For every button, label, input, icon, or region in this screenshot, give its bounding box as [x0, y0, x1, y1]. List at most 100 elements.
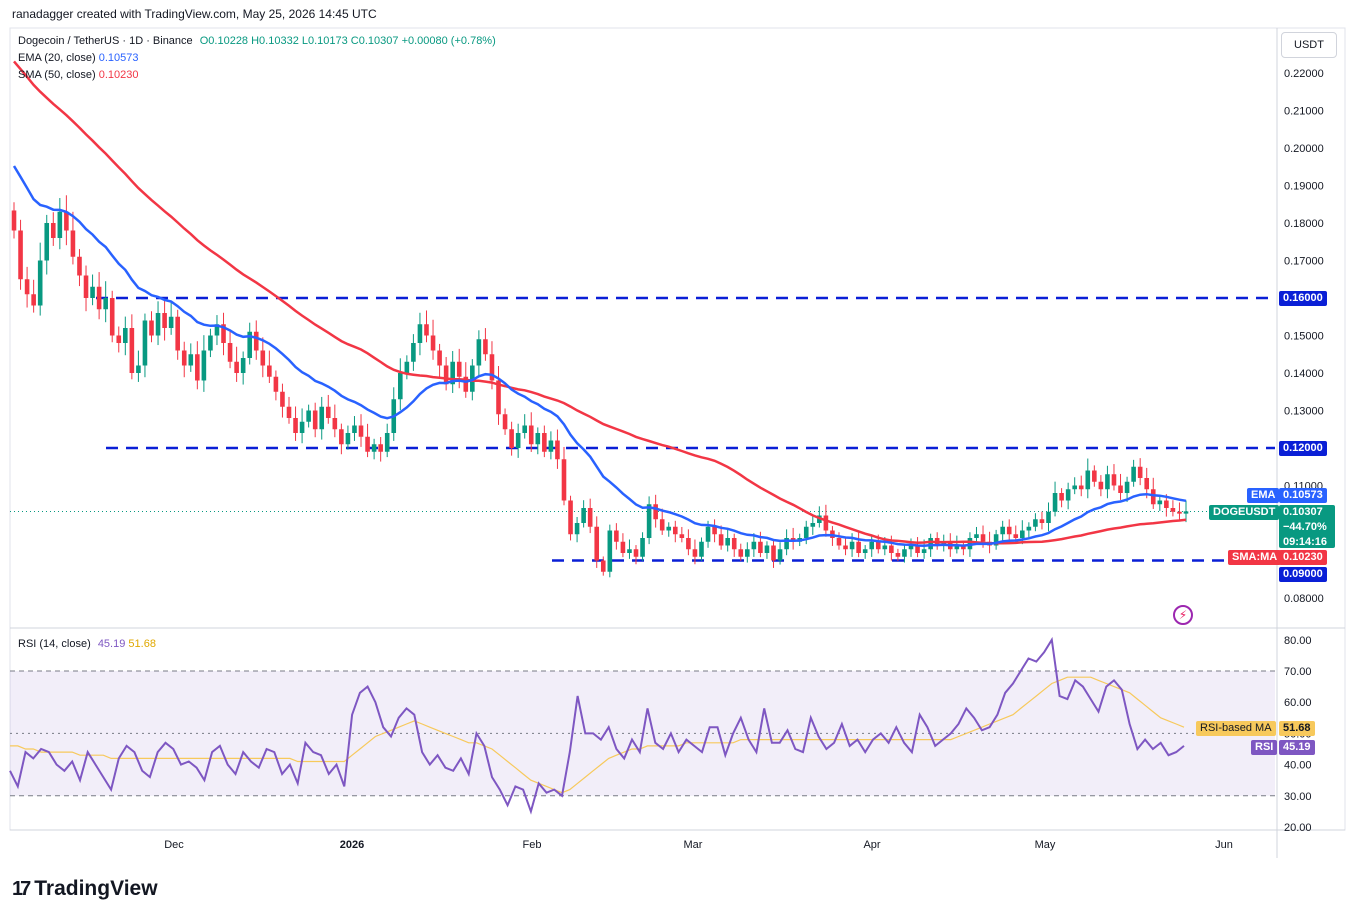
- candle-body: [208, 335, 213, 351]
- candle-body: [627, 549, 632, 553]
- candle-body: [234, 361, 239, 373]
- ema-tag-name: EMA: [1251, 489, 1276, 501]
- rsi-tick-label: 30.00: [1284, 791, 1312, 803]
- price-tick-label: 0.17000: [1284, 256, 1324, 268]
- candle-body: [810, 523, 816, 527]
- candle-body: [980, 534, 986, 542]
- candle-body: [1052, 493, 1058, 512]
- candle-body: [731, 538, 737, 550]
- sma-legend[interactable]: SMA (50, close) 0.10230: [18, 69, 138, 81]
- rsi-value: 45.19: [1279, 740, 1315, 755]
- candle-body: [450, 361, 455, 385]
- candle-body: [443, 365, 449, 385]
- candle-body: [162, 313, 167, 328]
- candle-body: [142, 320, 148, 366]
- candle-body: [666, 526, 672, 531]
- ema-line: [12, 165, 1187, 548]
- candle-body: [1111, 474, 1117, 486]
- tradingview-logo[interactable]: 17 TradingView: [12, 877, 158, 901]
- candle-body: [44, 223, 50, 261]
- alert-bolt-icon[interactable]: ⚡: [1173, 605, 1193, 625]
- symbol-legend[interactable]: Dogecoin / TetherUS · 1D · Binance O0.10…: [18, 35, 496, 47]
- candle-body: [528, 425, 534, 445]
- candle-body: [967, 538, 973, 550]
- candle-body: [1046, 511, 1051, 523]
- price-tick-label: 0.08000: [1284, 593, 1324, 605]
- tradingview-logo-text: TradingView: [34, 877, 158, 900]
- candle-body: [221, 324, 226, 343]
- candle-body: [136, 365, 141, 373]
- time-tick-label: Mar: [684, 839, 703, 851]
- candle-body: [293, 418, 298, 433]
- candle-body: [77, 256, 82, 276]
- ema-price-value: 0.10573: [1279, 488, 1327, 503]
- candle-body: [993, 534, 999, 546]
- candle-body: [587, 508, 593, 527]
- candle-body: [64, 211, 69, 231]
- sma-price-tag: SMA:MA: [1228, 550, 1282, 565]
- candle-body: [581, 508, 586, 523]
- candle-body: [758, 541, 763, 553]
- level-tag-016: 0.16000: [1279, 291, 1327, 306]
- candle-body: [240, 358, 246, 373]
- candle-body: [646, 504, 652, 538]
- candle-body: [921, 549, 927, 553]
- candle-body: [267, 365, 272, 377]
- candle-body: [116, 335, 122, 343]
- candle-body: [777, 549, 783, 561]
- candle-body: [764, 545, 770, 553]
- candle-body: [1124, 481, 1130, 493]
- candle-body: [430, 335, 436, 351]
- rsi-legend[interactable]: RSI (14, close) 45.19 51.68: [18, 638, 156, 650]
- candle-body: [253, 331, 259, 351]
- sma-legend-label: SMA (50, close): [18, 69, 96, 81]
- rsi-line: [9, 636, 1185, 815]
- symbol-price-tag: DOGEUSDT: [1209, 505, 1280, 520]
- candle-body: [424, 324, 429, 336]
- candle-body: [961, 545, 966, 550]
- candle-body: [954, 545, 960, 550]
- candle-body: [915, 545, 920, 553]
- candle-body: [738, 549, 744, 557]
- ema-legend[interactable]: EMA (20, close) 0.10573: [18, 52, 138, 64]
- candle-body: [1150, 489, 1156, 505]
- price-change-pct: −44.70%: [1283, 521, 1327, 533]
- sma-price-value: 0.10230: [1279, 550, 1327, 565]
- candle-body: [24, 279, 30, 295]
- candle-body: [83, 275, 89, 298]
- bar-countdown: 09:14:16: [1283, 536, 1328, 548]
- candle-body: [843, 545, 848, 550]
- candle-body: [803, 526, 809, 538]
- level-tag-009: 0.09000: [1279, 567, 1327, 582]
- candle-body: [509, 429, 514, 448]
- candle-body: [18, 230, 23, 280]
- candle-body: [149, 320, 154, 336]
- candle-body: [1137, 466, 1143, 478]
- candle-body: [1039, 519, 1045, 523]
- candle-body: [404, 361, 410, 373]
- candle-body: [437, 350, 442, 366]
- price-tick-label: 0.20000: [1284, 143, 1324, 155]
- candle-body: [1085, 470, 1091, 490]
- currency-selector[interactable]: USDT: [1281, 32, 1337, 58]
- candle-body: [771, 545, 776, 561]
- candle-body: [659, 519, 665, 531]
- candle-body: [869, 541, 875, 550]
- ema-legend-label: EMA (20, close): [18, 52, 96, 64]
- candle-body: [928, 538, 933, 550]
- candle-body: [692, 549, 698, 557]
- candle-body: [561, 459, 567, 501]
- candle-body: [686, 538, 691, 550]
- candle-body: [1006, 526, 1012, 535]
- candle-body: [568, 500, 573, 535]
- candle-body: [542, 433, 547, 452]
- candle-body: [483, 339, 488, 355]
- candle-body: [1020, 530, 1025, 538]
- candle-body: [1164, 500, 1169, 508]
- candle-body: [502, 414, 508, 430]
- candle-body: [902, 549, 907, 557]
- last-price: 0.10307: [1283, 506, 1323, 518]
- candle-body: [37, 260, 43, 306]
- candle-body: [856, 541, 861, 553]
